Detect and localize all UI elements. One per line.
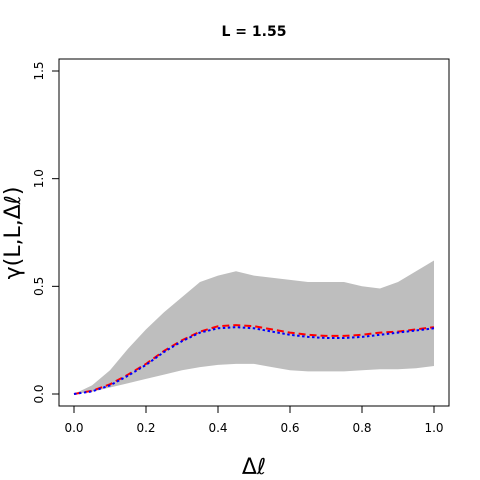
series-line-blue-dotted	[73, 326, 435, 395]
x-tick-label: 0.2	[136, 421, 155, 435]
y-axis-label: γ(L,L,Δℓ)	[1, 187, 26, 280]
y-tick-label: 1.5	[32, 61, 46, 80]
x-tick-label: 1.0	[424, 421, 443, 435]
x-tick-label: 0.4	[208, 421, 227, 435]
x-axis: 0.0 0.2 0.4 0.6 0.8 1.0	[64, 405, 444, 435]
plot-area	[58, 58, 450, 407]
x-tick-label: 0.8	[352, 421, 371, 435]
y-tick-label: 1.0	[32, 169, 46, 188]
x-axis-label: Δℓ	[242, 455, 266, 480]
x-tick-label: 0.0	[64, 421, 83, 435]
x-tick-label: 0.6	[280, 421, 299, 435]
chart-title: L = 1.55	[222, 24, 287, 40]
confidence-band	[74, 260, 434, 394]
y-tick-label: 0.0	[32, 384, 46, 403]
y-axis: 0.0 0.5 1.0 1.5	[32, 61, 60, 404]
y-tick-label: 0.5	[32, 277, 46, 296]
